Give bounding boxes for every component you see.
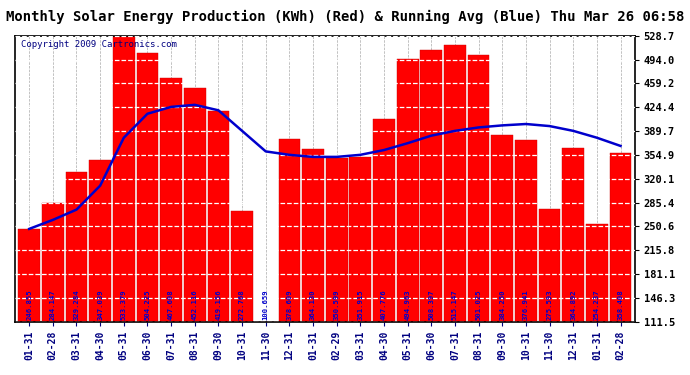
Bar [66,172,88,322]
Bar [491,135,513,322]
Text: 384.250: 384.250 [500,289,505,320]
Text: 272.768: 272.768 [239,289,245,320]
Bar [19,229,40,322]
Bar [539,209,560,322]
Bar [279,139,300,322]
Text: Monthly Solar Energy Production (KWh) (Red) & Running Avg (Blue) Thu Mar 26 06:5: Monthly Solar Energy Production (KWh) (R… [6,9,684,24]
Text: 254.237: 254.237 [594,289,600,320]
Bar [42,203,63,322]
Text: 504.225: 504.225 [144,289,150,320]
Text: 347.039: 347.039 [97,289,103,320]
Bar [302,148,324,322]
Bar [468,55,489,322]
Text: 275.593: 275.593 [546,289,553,320]
Bar [326,158,348,322]
Bar [586,224,608,322]
Text: 358.408: 358.408 [618,289,624,320]
Bar [420,50,442,322]
Bar [208,111,229,322]
Bar [349,157,371,322]
Text: 364.892: 364.892 [570,289,576,320]
Text: 329.284: 329.284 [74,289,79,320]
Bar [397,59,419,322]
Text: 246.855: 246.855 [26,289,32,320]
Text: 533.379: 533.379 [121,289,127,320]
Bar [610,153,631,322]
Text: 515.147: 515.147 [452,289,458,320]
Text: 452.116: 452.116 [192,289,198,320]
Bar [113,33,135,322]
Text: 419.156: 419.156 [215,289,221,320]
Text: 376.941: 376.941 [523,289,529,320]
Text: 467.608: 467.608 [168,289,174,320]
Text: 350.599: 350.599 [334,289,339,320]
Text: 364.130: 364.130 [310,289,316,320]
Bar [160,78,182,322]
Text: 494.963: 494.963 [404,289,411,320]
Bar [444,45,466,322]
Bar [255,322,277,329]
Bar [184,88,206,322]
Text: 407.776: 407.776 [381,289,387,320]
Bar [562,148,584,322]
Text: 351.915: 351.915 [357,289,364,320]
Text: 501.025: 501.025 [475,289,482,320]
Text: 508.397: 508.397 [428,289,434,320]
Text: 100.659: 100.659 [263,289,268,320]
Text: 284.147: 284.147 [50,289,56,320]
Text: Copyright 2009 Cartronics.com: Copyright 2009 Cartronics.com [21,40,177,49]
Bar [373,119,395,322]
Text: 378.609: 378.609 [286,289,293,320]
Bar [231,211,253,322]
Bar [137,53,158,322]
Bar [515,140,537,322]
Bar [89,160,111,322]
